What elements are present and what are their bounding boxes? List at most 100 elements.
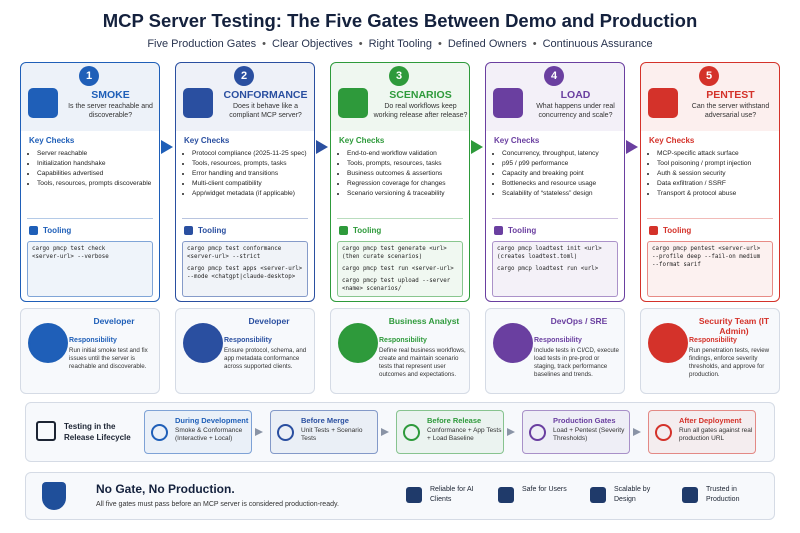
badge-text: Trusted in Production — [706, 486, 740, 503]
command-line: cargo pmcp test check — [32, 246, 106, 252]
responsibility-label: Responsibility — [224, 337, 272, 344]
stage-title: During Development — [175, 416, 249, 425]
check-item: Bottlenecks and resource usage — [502, 179, 624, 189]
tooling-code: cargo pmcp loadtest init <url> (creates l… — [492, 241, 618, 297]
command: cargo pmcp test run <server-url> — [342, 265, 458, 273]
stage-icon — [403, 424, 420, 441]
lifecycle-stage: Before Merge Unit Tests + Scenario Tests — [270, 410, 378, 454]
command-line: cargo pmcp test apps <server-url> — [187, 266, 303, 272]
command-line: <server-url> --verbose — [32, 254, 109, 260]
command-line: --mode <chatgpt|claude-desktop> — [187, 274, 296, 280]
owner-card: Security Team (IT Admin) Responsibility Ru… — [640, 308, 780, 394]
check-item: Scalability of “stateless” design — [502, 189, 624, 199]
key-checks-label: Key Checks — [184, 136, 230, 145]
check-item: End-to-end workflow validation — [347, 149, 469, 159]
owner-avatar — [183, 323, 223, 363]
command: cargo pmcp loadtest init <url> (creates l… — [497, 245, 613, 261]
tooling-icon — [494, 226, 503, 235]
owner-role: Developer — [93, 316, 135, 326]
divider — [337, 218, 463, 219]
badge-icon — [590, 487, 606, 503]
subtitle-item: Five Production Gates — [147, 38, 257, 50]
key-checks-label: Key Checks — [649, 136, 695, 145]
owner-role: Developer — [248, 316, 290, 326]
responsibility-label: Responsibility — [534, 337, 582, 344]
subtitle-item: Right Tooling — [368, 38, 432, 50]
command-line: --profile deep --fail-on medium — [652, 254, 761, 260]
command-line: (then curate scenarios) — [342, 254, 423, 260]
badge-text: Reliable for AI Clients — [430, 486, 474, 503]
check-item: Server reachable — [37, 149, 159, 159]
command: cargo pmcp test upload --server <name> sc… — [342, 277, 458, 293]
tooling-label: Tooling — [663, 226, 692, 235]
stage-icon — [655, 424, 672, 441]
subtitle-item: Clear Objectives — [272, 38, 353, 50]
check-item: Tool poisoning / prompt injection — [657, 159, 779, 169]
owner-card: Developer Responsibility Run initial smoke… — [20, 308, 160, 394]
stage-icon — [277, 424, 294, 441]
check-item: Initialization handshake — [37, 159, 159, 169]
gate-question: Does it behave like a compliant MCP serv… — [229, 103, 302, 119]
key-checks-label: Key Checks — [494, 136, 540, 145]
gate-name: SCENARIOS — [389, 89, 452, 101]
stage-title: Before Release — [427, 416, 482, 425]
gate-question: Is the server reachable and discoverable… — [68, 103, 153, 119]
key-checks-label: Key Checks — [339, 136, 385, 145]
badge-text: Safe for Users — [522, 486, 567, 493]
responsibility-text: Define real business workflows, create a… — [379, 347, 466, 378]
tooling-label: Tooling — [353, 226, 382, 235]
check-item: p95 / p99 performance — [502, 159, 624, 169]
subtitle: Five Production Gates • Clear Objectives • R… — [0, 38, 800, 50]
lifecycle-stage: After Deployment Run all gates against re… — [648, 410, 756, 454]
calendar-icon — [36, 421, 56, 441]
gate-name: SMOKE — [91, 89, 130, 101]
stage-text: Run all gates against real production UR… — [679, 427, 753, 442]
responsibility-label: Responsibility — [379, 337, 427, 344]
command-line: cargo pmcp test run <server-url> — [342, 266, 454, 272]
gate-icon — [648, 88, 678, 118]
owner-role: DevOps / SRE — [550, 316, 608, 326]
tooling-code: cargo pmcp pentest <server-url> --profile… — [647, 241, 773, 297]
shield-icon — [42, 482, 66, 510]
owner-avatar — [338, 323, 378, 363]
gate-icon — [183, 88, 213, 118]
stage-text: Conformance + App Tests + Load Baseline — [427, 427, 502, 442]
tooling-icon — [29, 226, 38, 235]
lifecycle-stage: During Development Smoke & Conformance (I… — [144, 410, 252, 454]
command-line: <name> scenarios/ — [342, 286, 402, 292]
separator: • — [358, 38, 363, 50]
tooling-label: Tooling — [198, 226, 227, 235]
check-item: Tools, resources, prompts, tasks — [192, 159, 314, 169]
owner-avatar — [648, 323, 688, 363]
lifecycle-stage: Before Release Conformance + App Tests + … — [396, 410, 504, 454]
responsibility-label: Responsibility — [689, 337, 737, 344]
badge-icon — [498, 487, 514, 503]
gate-question: Can the server withstand adversarial use… — [691, 103, 770, 119]
command-line: cargo pmcp test conformance — [187, 246, 282, 252]
command-line: cargo pmcp loadtest init <url> — [497, 246, 602, 252]
stage-title: Production Gates — [553, 416, 616, 425]
gate-number: 2 — [234, 66, 254, 86]
command-line: cargo pmcp pentest <server-url> — [652, 246, 761, 252]
stage-arrow — [633, 428, 641, 436]
responsibility-text: Run penetration tests, review findings, … — [689, 347, 770, 378]
stage-arrow — [381, 428, 389, 436]
owner-card: Business Analyst Responsibility Define rea… — [330, 308, 470, 394]
owner-role: Business Analyst — [388, 316, 460, 326]
key-checks: Protocol compliance (2025-11-25 spec)Too… — [184, 149, 314, 199]
check-item: Capacity and breaking point — [502, 169, 624, 179]
gate-number: 5 — [699, 66, 719, 86]
command-line: --format sarif — [652, 262, 701, 268]
command: cargo pmcp test conformance <server-url> … — [187, 245, 303, 261]
tooling-code: cargo pmcp test check <server-url> --verb… — [27, 241, 153, 297]
tooling-icon — [339, 226, 348, 235]
gate-arrow — [316, 140, 328, 154]
gate-icon — [28, 88, 58, 118]
stage-text: Smoke & Conformance (Interactive + Local… — [175, 427, 243, 442]
separator: • — [532, 38, 537, 50]
stage-icon — [529, 424, 546, 441]
gate-number: 1 — [79, 66, 99, 86]
command-line: cargo pmcp test generate <url> — [342, 246, 447, 252]
gate-card: 1 SMOKE Is the server reachable and discov… — [20, 62, 160, 302]
